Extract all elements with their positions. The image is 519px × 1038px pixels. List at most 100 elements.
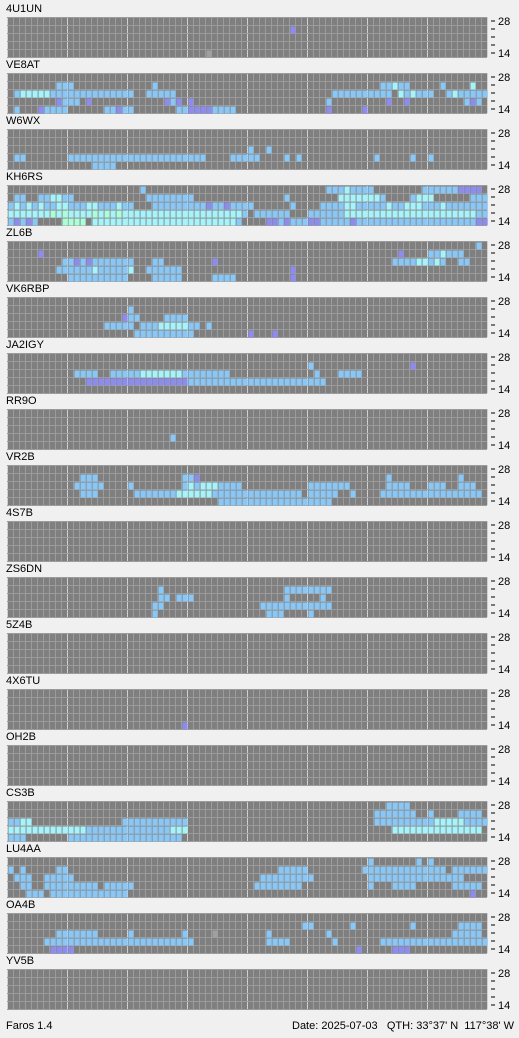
signal-cell <box>428 90 434 98</box>
signal-cell <box>230 202 236 210</box>
band-label: 28 <box>498 744 510 756</box>
signal-cell <box>74 202 80 210</box>
signal-cell <box>74 930 80 938</box>
signal-cell <box>374 194 380 202</box>
signal-cell <box>146 490 152 498</box>
signal-cell <box>212 482 218 490</box>
signal-cell <box>182 314 188 322</box>
signal-cell <box>476 90 482 98</box>
signal-cell <box>224 378 230 386</box>
signal-cell <box>62 90 68 98</box>
signal-cell <box>68 946 74 954</box>
signal-cell <box>8 826 14 834</box>
signal-cell <box>320 490 326 498</box>
signal-cell <box>116 834 122 842</box>
signal-cell <box>296 586 302 594</box>
signal-cell <box>278 602 284 610</box>
signal-cell <box>74 482 80 490</box>
signal-cell <box>122 266 128 274</box>
signal-cell <box>128 314 134 322</box>
signal-cell <box>308 586 314 594</box>
signal-cell <box>344 186 350 194</box>
signal-cell <box>80 370 86 378</box>
signal-cell <box>242 490 248 498</box>
signal-cell <box>158 266 164 274</box>
signal-cell <box>398 210 404 218</box>
signal-cell <box>158 218 164 226</box>
signal-cell <box>86 938 92 946</box>
signal-cell <box>68 938 74 946</box>
signal-cell <box>80 882 86 890</box>
signal-cell <box>158 194 164 202</box>
signal-cell <box>434 250 440 258</box>
band-label: 28 <box>498 688 510 700</box>
signal-cell <box>62 874 68 882</box>
signal-cell <box>278 218 284 226</box>
signal-cell <box>428 210 434 218</box>
signal-cell <box>344 482 350 490</box>
signal-cell <box>332 202 338 210</box>
signal-cell <box>272 610 278 618</box>
signal-cell <box>122 274 128 282</box>
signal-cell <box>116 106 122 114</box>
signal-cell <box>104 834 110 842</box>
signal-cell <box>44 826 50 834</box>
signal-cell <box>86 490 92 498</box>
signal-cell <box>380 194 386 202</box>
signal-cell <box>284 154 290 162</box>
signal-cell <box>146 154 152 162</box>
signal-cell <box>134 314 140 322</box>
signal-cell <box>422 866 428 874</box>
signal-cell <box>44 874 50 882</box>
signal-cell <box>158 826 164 834</box>
signal-cell <box>308 498 314 506</box>
signal-cell <box>86 890 92 898</box>
signal-cell <box>152 378 158 386</box>
signal-cell <box>38 826 44 834</box>
signal-cell <box>248 154 254 162</box>
signal-cell <box>392 202 398 210</box>
signal-cell <box>428 810 434 818</box>
signal-cell <box>368 194 374 202</box>
signal-cell <box>464 98 470 106</box>
signal-cell <box>158 378 164 386</box>
signal-cell <box>14 218 20 226</box>
band-label: 14 <box>498 1000 510 1012</box>
signal-cell <box>356 202 362 210</box>
signal-cell <box>380 938 386 946</box>
signal-cell <box>314 482 320 490</box>
signal-cell <box>86 90 92 98</box>
signal-cell <box>440 482 446 490</box>
signal-cell <box>80 474 86 482</box>
station-name: OA4B <box>6 899 35 911</box>
signal-cell <box>422 826 428 834</box>
signal-cell <box>428 250 434 258</box>
signal-cell <box>152 202 158 210</box>
signal-cell <box>110 210 116 218</box>
signal-cell <box>206 50 212 58</box>
signal-cell <box>296 866 302 874</box>
signal-cell <box>26 90 32 98</box>
signal-cell <box>14 210 20 218</box>
signal-cell <box>104 202 110 210</box>
signal-cell <box>296 218 302 226</box>
signal-cell <box>74 266 80 274</box>
signal-cell <box>146 826 152 834</box>
band-label: 28 <box>498 520 510 532</box>
signal-cell <box>416 194 422 202</box>
signal-cell <box>392 874 398 882</box>
signal-cell <box>8 218 14 226</box>
signal-cell <box>284 490 290 498</box>
signal-cell <box>224 498 230 506</box>
signal-cell <box>158 202 164 210</box>
signal-cell <box>182 106 188 114</box>
signal-cell <box>326 586 332 594</box>
band-label: 28 <box>498 16 510 28</box>
signal-cell <box>32 90 38 98</box>
signal-cell <box>386 90 392 98</box>
signal-cell <box>230 482 236 490</box>
signal-cell <box>200 202 206 210</box>
signal-cell <box>86 882 92 890</box>
signal-cell <box>284 866 290 874</box>
signal-cell <box>104 882 110 890</box>
